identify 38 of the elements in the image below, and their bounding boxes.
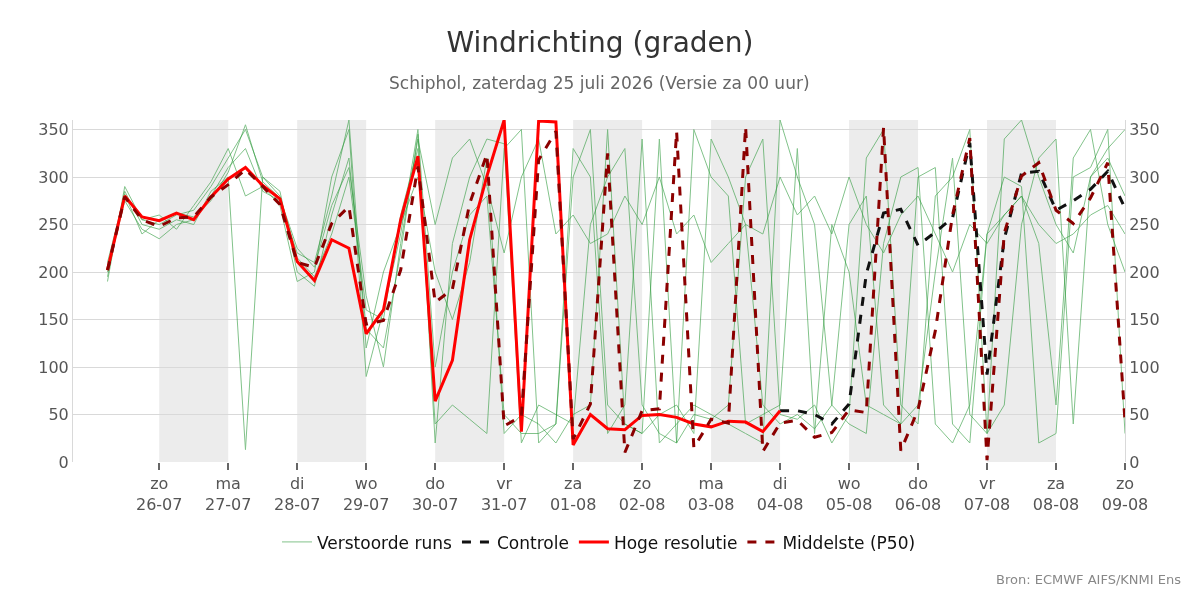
- x-tick-label: di 04-08: [756, 474, 804, 514]
- x-tick-label: wo 29-07: [342, 474, 390, 514]
- y-tick-label: 50: [48, 405, 69, 425]
- legend-label: Middelste (P50): [782, 532, 916, 553]
- y-tick-label: 100: [38, 357, 69, 377]
- y2-tick-label: 250: [1129, 215, 1160, 235]
- x-tick-label: do 30-07: [411, 474, 459, 514]
- legend-label: Hoge resolutie: [613, 532, 738, 553]
- x-tick-label: ma 27-07: [204, 474, 252, 514]
- text: Bron: ECMWF AIFS/KNMI Ens: [996, 572, 1182, 587]
- x-tick-label: vr 07-08: [963, 474, 1011, 514]
- y-tick-label: 200: [38, 262, 69, 282]
- x-tick-label: di 28-07: [273, 474, 321, 514]
- x-tick-label: wo 05-08: [825, 474, 873, 514]
- y-tick-label: 0: [58, 452, 69, 472]
- y-tick-label: 250: [38, 215, 69, 235]
- y2-tick-label: 300: [1129, 167, 1160, 187]
- x-tick-label: vr 31-07: [480, 474, 528, 514]
- y2-tick-label: 0: [1129, 452, 1140, 472]
- y2-tick-label: 50: [1129, 405, 1150, 425]
- legend-label: Controle: [496, 532, 569, 553]
- y2-tick-label: 150: [1129, 310, 1160, 330]
- legend-label: Verstoorde runs: [317, 532, 452, 553]
- x-tick-label: za 01-08: [549, 474, 597, 514]
- y2-tick-label: 200: [1129, 262, 1160, 282]
- y-tick-label: 300: [38, 167, 69, 187]
- x-tick-label: zo 02-08: [618, 474, 666, 514]
- y2-tick-label: 350: [1129, 120, 1160, 140]
- chart-title: Windrichting (graden): [446, 25, 754, 59]
- x-tick-label: zo 09-08: [1101, 474, 1149, 514]
- chart-subtitle: Schiphol, zaterdag 25 juli 2026 (Versie za 00 uur): [389, 73, 810, 93]
- y-tick-label: 350: [38, 120, 69, 140]
- x-tick-label: zo 26-07: [135, 474, 183, 514]
- x-tick-label: do 06-08: [894, 474, 942, 514]
- x-tick-label: za 08-08: [1032, 474, 1080, 514]
- x-tick-label: ma 03-08: [687, 474, 735, 514]
- y2-tick-label: 100: [1129, 357, 1160, 377]
- y-tick-label: 150: [38, 310, 69, 330]
